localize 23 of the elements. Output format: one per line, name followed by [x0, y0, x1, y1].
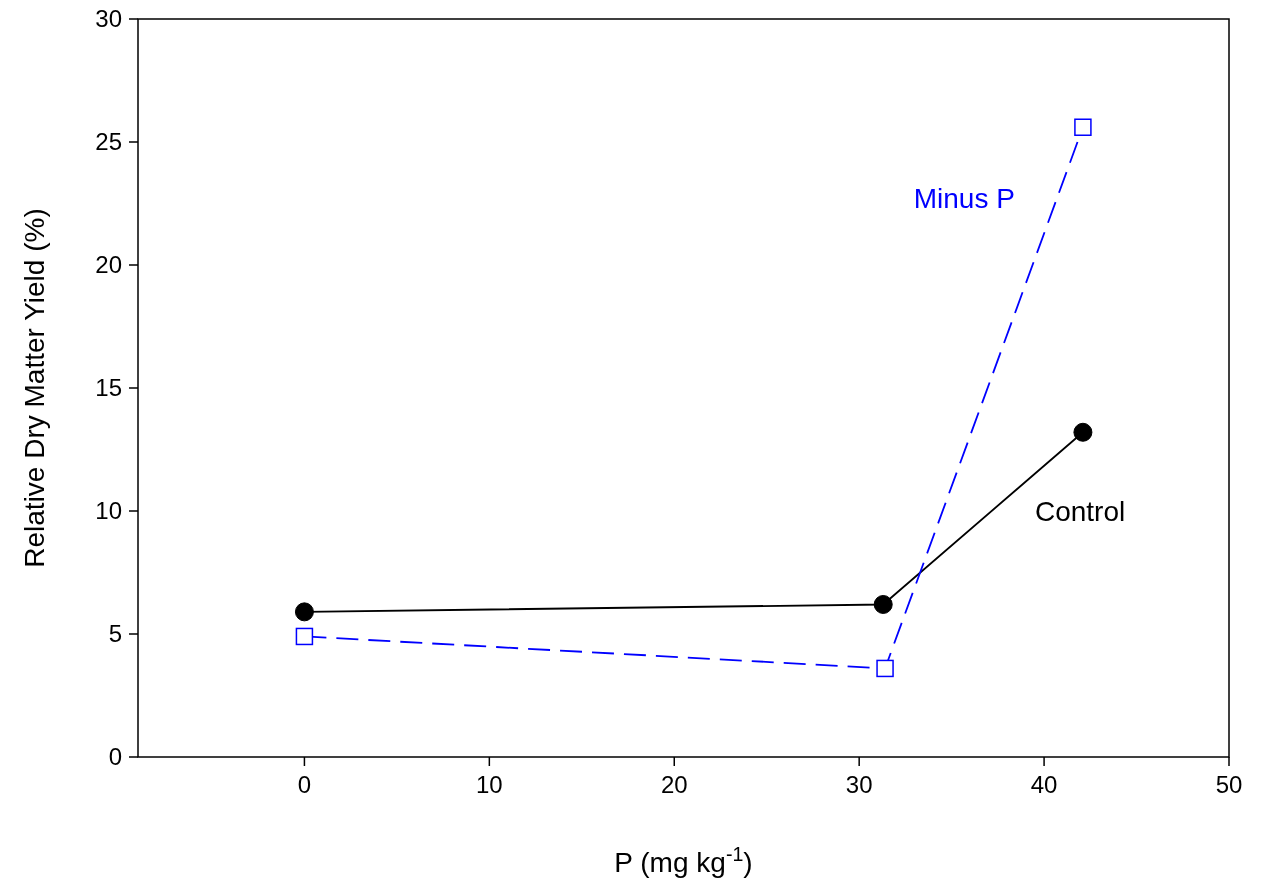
- point: [1073, 422, 1093, 442]
- x-tick-label: 10: [475, 771, 503, 798]
- x-tick-label: 20: [660, 771, 688, 798]
- y-tick-label: 30: [95, 5, 122, 32]
- y-tick-label: 5: [108, 620, 122, 647]
- x-tick-label: 30: [845, 771, 873, 798]
- point: [294, 602, 314, 622]
- series-label: Control: [1034, 496, 1126, 528]
- x-tick-label: 0: [297, 771, 312, 798]
- x-tick-label: 50: [1215, 771, 1243, 798]
- y-tick-label: 20: [95, 251, 122, 278]
- point: [876, 659, 894, 678]
- point: [1074, 118, 1092, 136]
- point: [873, 594, 893, 614]
- point: [295, 627, 314, 646]
- y-axis-title: Relative Dry Matter Yield (%): [19, 208, 50, 568]
- y-tick-label: 0: [108, 743, 122, 770]
- x-axis-title: P (mg kg$^{-1}$): [614, 843, 753, 878]
- y-tick-label: 25: [95, 128, 122, 155]
- x-tick-label: 40: [1030, 771, 1058, 798]
- series-label: Minus P: [913, 183, 1015, 215]
- y-tick-label: 15: [95, 374, 122, 401]
- y-tick-label: 10: [95, 497, 122, 524]
